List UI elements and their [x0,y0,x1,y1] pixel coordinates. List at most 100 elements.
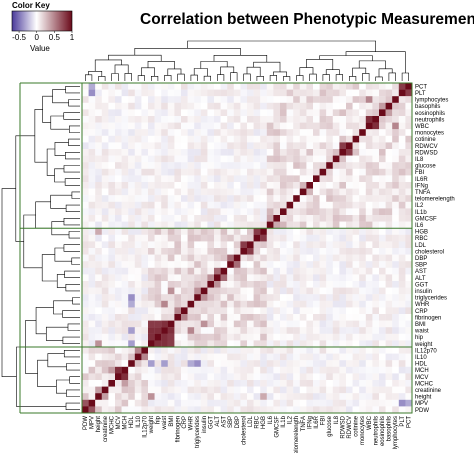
heatmap-cell [200,399,208,407]
heatmap-cell [207,307,215,315]
heatmap-cell [319,380,327,387]
heatmap-cell [88,261,96,268]
heatmap-cell [339,96,347,103]
heatmap-cell [134,267,142,275]
dendrogram-branch [362,73,370,81]
heatmap-cell [233,215,241,222]
heatmap-cell [194,366,201,374]
column-label: weight [149,416,155,435]
heatmap-cell [385,241,393,249]
heatmap-cell [121,347,129,354]
heatmap-cell [108,208,116,216]
heatmap-cell [372,281,380,288]
heatmap-cell [346,109,353,117]
heatmap-cell [385,287,393,295]
heatmap-cell [405,129,413,136]
heatmap-cell [108,122,116,130]
heatmap-cell [260,142,267,150]
column-label: HDL [129,415,135,428]
heatmap-cell [260,215,267,222]
heatmap-cell [174,320,182,328]
heatmap-cell [365,89,373,97]
heatmap-cell [108,155,116,163]
heatmap-cell [214,122,221,130]
heatmap-cell [266,380,274,387]
heatmap-cell [346,135,353,143]
heatmap-cell [313,83,320,90]
heatmap-cell [108,96,116,103]
heatmap-cell [174,215,182,222]
heatmap-cell [352,314,360,321]
dendrogram-branch [401,72,409,81]
heatmap-cell [134,347,142,354]
heatmap-cell [181,248,188,255]
heatmap-cell [352,109,360,117]
heatmap-cell [306,102,314,110]
heatmap-cell [233,307,241,315]
heatmap-cell [293,83,300,90]
heatmap-cell [167,129,175,136]
heatmap-cell [306,234,314,242]
heatmap-cell [326,294,333,301]
heatmap-cell [398,327,406,334]
heatmap-cell [240,320,248,328]
heatmap-cell [379,300,386,308]
heatmap-cell [95,142,102,150]
heatmap-cell [121,320,129,328]
heatmap-cell [379,373,386,381]
heatmap-cell [121,162,129,169]
heatmap-cell [372,215,380,222]
heatmap-cell [167,195,175,202]
heatmap-cell [154,149,162,156]
heatmap-cell [220,261,228,268]
heatmap-cell [313,195,320,202]
heatmap-cell [313,327,320,334]
heatmap-cell [187,109,195,117]
heatmap-cell [247,254,254,262]
heatmap-cell [392,380,399,387]
heatmap-cell [352,261,360,268]
heatmap-cell [227,129,234,136]
heatmap-cell [392,366,399,374]
heatmap-cells [82,83,413,414]
heatmap-cell [313,380,320,387]
heatmap-cell [121,267,129,275]
heatmap-cell [128,307,135,315]
heatmap-cell [121,122,129,130]
heatmap-cell [174,399,182,407]
heatmap-cell [385,96,393,103]
heatmap-cell [273,162,281,169]
heatmap-cell [372,116,380,123]
heatmap-cell [359,380,366,387]
heatmap-cell [233,241,241,249]
heatmap-cell [161,307,168,315]
heatmap-cell [154,175,162,183]
heatmap-cell [240,142,248,150]
heatmap-cell [379,333,386,341]
dendrogram-branch [63,244,80,252]
heatmap-cell [82,380,89,387]
heatmap-cell [82,221,89,229]
heatmap-cell [266,393,274,400]
heatmap-cell [365,261,373,268]
heatmap-cell [273,89,281,97]
heatmap-cell [227,373,234,381]
heatmap-cell [220,300,228,308]
dendrogram-branch [134,47,241,56]
heatmap-cell [154,314,162,321]
heatmap-cell [108,340,116,348]
heatmap-cell [88,360,96,367]
heatmap-cell [313,188,320,196]
heatmap-cell [95,215,102,222]
heatmap-cell [187,129,195,136]
heatmap-cell [299,221,307,229]
heatmap-cell [306,168,314,176]
heatmap-cell [141,294,149,301]
heatmap-cell [286,109,294,117]
heatmap-cell [187,254,195,262]
heatmap-cell [128,360,135,367]
heatmap-cell [247,333,254,341]
heatmap-cell [128,314,135,321]
heatmap-cell [128,320,135,328]
heatmap-cell [187,274,195,282]
